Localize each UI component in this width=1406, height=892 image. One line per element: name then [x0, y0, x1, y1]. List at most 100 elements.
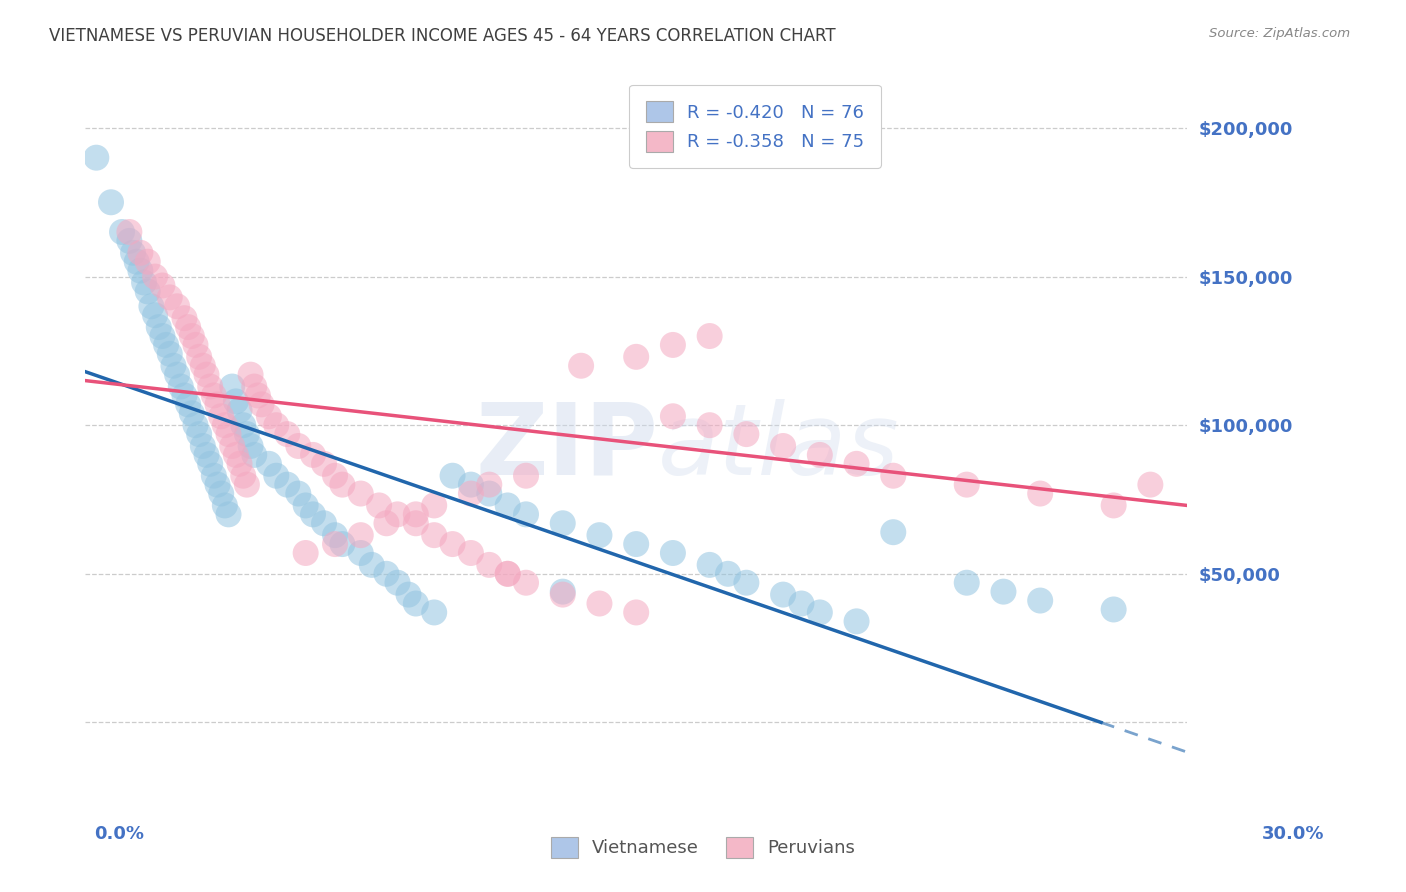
Point [882, 525, 904, 540]
Point [551, 588, 574, 602]
Point [735, 575, 758, 590]
Point [287, 439, 309, 453]
Point [239, 368, 262, 382]
Point [360, 558, 382, 572]
Point [551, 584, 574, 599]
Point [478, 477, 501, 491]
Point [198, 379, 221, 393]
Point [155, 338, 177, 352]
Point [118, 225, 141, 239]
Text: ZIP: ZIP [475, 399, 658, 496]
Point [312, 516, 335, 531]
Point [118, 234, 141, 248]
Point [125, 254, 148, 268]
Point [166, 368, 188, 382]
Point [129, 263, 152, 277]
Point [662, 409, 685, 424]
Text: 30.0%: 30.0% [1263, 825, 1324, 843]
Point [624, 350, 647, 364]
Point [195, 448, 218, 462]
Point [257, 457, 280, 471]
Point [624, 606, 647, 620]
Point [228, 403, 250, 417]
Point [207, 397, 229, 411]
Point [772, 588, 794, 602]
Point [699, 329, 721, 343]
Point [111, 225, 134, 239]
Point [141, 299, 163, 313]
Point [312, 457, 335, 471]
Point [588, 528, 610, 542]
Point [496, 499, 519, 513]
Point [588, 597, 610, 611]
Point [209, 486, 232, 500]
Point [302, 448, 325, 462]
Point [460, 546, 482, 560]
Point [423, 528, 446, 542]
Point [845, 615, 868, 629]
Point [209, 409, 232, 424]
Point [350, 546, 373, 560]
Point [845, 457, 868, 471]
Point [287, 486, 309, 500]
Point [170, 379, 193, 393]
Text: 0.0%: 0.0% [94, 825, 145, 843]
Point [699, 418, 721, 433]
Point [368, 499, 391, 513]
Point [86, 151, 108, 165]
Point [294, 499, 316, 513]
Point [1102, 602, 1125, 616]
Point [405, 508, 427, 522]
Point [323, 468, 346, 483]
Point [350, 486, 373, 500]
Point [232, 468, 254, 483]
Point [195, 368, 218, 382]
Point [166, 299, 188, 313]
Point [173, 311, 195, 326]
Point [662, 338, 685, 352]
Point [1102, 499, 1125, 513]
Point [515, 508, 537, 522]
Point [460, 477, 482, 491]
Point [202, 388, 225, 402]
Point [332, 537, 354, 551]
Point [772, 439, 794, 453]
Point [250, 397, 273, 411]
Point [551, 516, 574, 531]
Point [515, 575, 537, 590]
Point [225, 448, 247, 462]
Point [808, 606, 831, 620]
Point [177, 397, 200, 411]
Point [790, 597, 813, 611]
Point [375, 566, 398, 581]
Point [148, 320, 170, 334]
Point [152, 329, 174, 343]
Point [159, 347, 181, 361]
Point [956, 477, 979, 491]
Point [236, 477, 259, 491]
Point [323, 537, 346, 551]
Point [191, 439, 214, 453]
Point [188, 427, 211, 442]
Point [198, 457, 221, 471]
Text: VIETNAMESE VS PERUVIAN HOUSEHOLDER INCOME AGES 45 - 64 YEARS CORRELATION CHART: VIETNAMESE VS PERUVIAN HOUSEHOLDER INCOM… [49, 27, 835, 45]
Point [993, 584, 1015, 599]
Legend: Vietnamese, Peruvians: Vietnamese, Peruvians [543, 830, 863, 865]
Point [405, 597, 427, 611]
Point [1029, 593, 1052, 607]
Point [162, 359, 184, 373]
Point [735, 427, 758, 442]
Point [218, 427, 240, 442]
Point [441, 537, 464, 551]
Point [405, 516, 427, 531]
Point [132, 276, 155, 290]
Point [180, 329, 202, 343]
Point [276, 477, 298, 491]
Point [214, 418, 236, 433]
Point [136, 285, 159, 299]
Point [808, 448, 831, 462]
Point [136, 254, 159, 268]
Point [239, 439, 262, 453]
Point [1139, 477, 1161, 491]
Point [143, 269, 166, 284]
